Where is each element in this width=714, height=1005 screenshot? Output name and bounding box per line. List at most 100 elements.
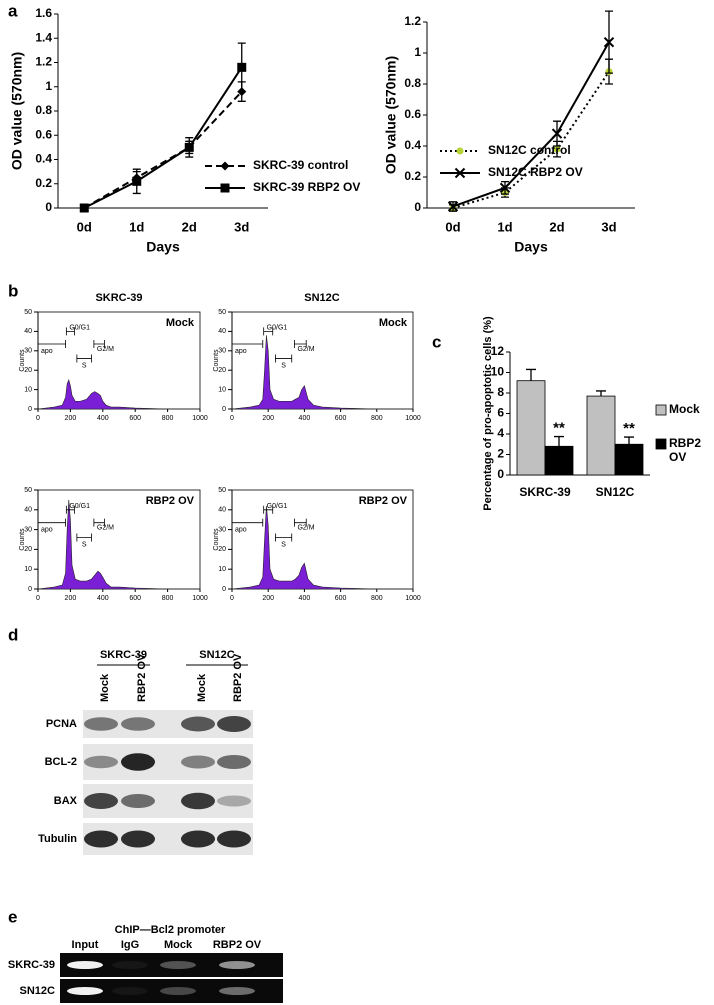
marker: [499, 182, 511, 194]
gate-bracket: [275, 354, 293, 363]
y-tick-label: 10: [24, 566, 32, 573]
blot-band: [181, 792, 215, 810]
legend-label: RBP2 OV: [669, 436, 702, 464]
y-tick-label: 12: [491, 344, 505, 358]
blot-band: [217, 755, 251, 769]
gel-band: [219, 961, 255, 969]
x-tick-label: 800: [371, 595, 383, 602]
legend-label: SN12C control: [488, 143, 571, 157]
gate-label: apo: [235, 348, 247, 355]
series-line: [83, 90, 243, 209]
y-tick-label: 40: [218, 328, 226, 335]
y-tick-label: 10: [218, 566, 226, 573]
lane-label: IgG: [121, 939, 139, 951]
x-tick-label: 0: [36, 415, 40, 422]
gate-label: apo: [41, 527, 53, 534]
row-label: SN12C: [20, 985, 56, 997]
row-label: BCL-2: [45, 756, 77, 768]
x-axis-label: Days: [514, 239, 548, 255]
error-bar: [554, 435, 564, 447]
y-tick-label: 6: [497, 406, 504, 420]
y-tick-label: 10: [24, 386, 32, 393]
y-tick-label: 0: [222, 406, 226, 413]
legend-label: SKRC-39 RBP2 OV: [253, 180, 360, 194]
gate-bracket: [37, 340, 66, 349]
error-bar: [624, 436, 634, 445]
y-axis-label: Counts: [19, 528, 26, 551]
row-label: BAX: [54, 795, 78, 807]
panel-label: c: [432, 332, 441, 351]
lane-label: Input: [72, 939, 99, 951]
y-tick-label: 40: [24, 328, 32, 335]
gate-label: apo: [41, 348, 53, 355]
y-tick-label: 0.2: [404, 169, 421, 183]
x-tick-label: 3d: [601, 219, 616, 234]
blot-band: [181, 716, 215, 732]
gate-label: apo: [235, 527, 247, 534]
x-tick-label: 1000: [192, 595, 208, 602]
gate-bracket: [294, 518, 307, 527]
legend-entry: Mock: [669, 402, 700, 416]
y-tick-label: 1.4: [35, 30, 52, 44]
marker: [551, 128, 563, 139]
y-tick-label: 0: [497, 467, 504, 481]
x-tick-label: 200: [65, 415, 77, 422]
blot-band: [84, 717, 118, 731]
y-tick-label: 0: [414, 200, 421, 214]
x-tick-label: 1000: [405, 415, 421, 422]
y-tick-label: 1.2: [404, 14, 421, 28]
gel-band: [67, 987, 103, 995]
row-label: SKRC-39: [8, 959, 55, 971]
legend-swatch: [655, 438, 667, 450]
bar: [614, 443, 644, 476]
x-tick-label: 0d: [445, 219, 460, 234]
legend-label: SKRC-39 control: [253, 158, 348, 172]
y-tick-label: 0: [45, 200, 52, 214]
legend-entry: RBP2 OV: [669, 436, 702, 464]
y-tick-label: 30: [218, 526, 226, 533]
y-tick-label: 10: [491, 365, 505, 379]
y-tick-label: 1.2: [35, 55, 52, 69]
marker: [447, 201, 459, 212]
significance-label: **: [553, 420, 565, 437]
gate-label: G0/G1: [69, 325, 90, 332]
lane-label: RBP2 OV: [213, 939, 262, 951]
y-tick-label: 0.6: [404, 107, 421, 121]
histogram-title: RBP2 OV: [146, 495, 195, 507]
significance-label: **: [623, 420, 635, 437]
gel-band: [112, 961, 148, 969]
y-tick-label: 1.6: [35, 6, 52, 20]
y-tick-label: 10: [218, 386, 226, 393]
y-axis-label: OD value (570nm): [9, 52, 25, 170]
group-label: SKRC-39: [100, 649, 147, 661]
x-tick-label: 400: [299, 595, 311, 602]
blot-band: [181, 755, 215, 769]
blot-band: [217, 830, 251, 848]
lane-label: Mock: [99, 673, 111, 702]
gate-bracket: [231, 340, 264, 349]
y-axis-label: Counts: [19, 349, 26, 372]
gate-label: S: [281, 541, 286, 548]
panel-label: a: [8, 1, 18, 20]
y-tick-label: 1: [414, 45, 421, 59]
blot-band: [181, 830, 215, 848]
x-tick-label: 800: [162, 415, 174, 422]
legend-label: SN12C RBP2 OV: [488, 165, 583, 179]
gate-bracket: [65, 327, 75, 336]
gel-band: [112, 987, 148, 995]
group-label: SN12C: [199, 649, 235, 661]
blot-band: [84, 793, 118, 809]
y-axis-label: OD value (570nm): [383, 56, 399, 174]
y-tick-label: 0: [28, 586, 32, 593]
x-tick-label: 400: [299, 415, 311, 422]
lane-label: Mock: [196, 673, 208, 702]
legend-marker: [220, 183, 230, 193]
bar: [516, 380, 546, 476]
gate-bracket: [76, 354, 92, 363]
y-tick-label: 40: [218, 507, 226, 514]
y-tick-label: 0.8: [35, 103, 52, 117]
gel-band: [219, 987, 255, 995]
blot-band: [121, 794, 155, 808]
histogram-title: Mock: [166, 317, 195, 329]
y-tick-label: 2: [497, 447, 504, 461]
